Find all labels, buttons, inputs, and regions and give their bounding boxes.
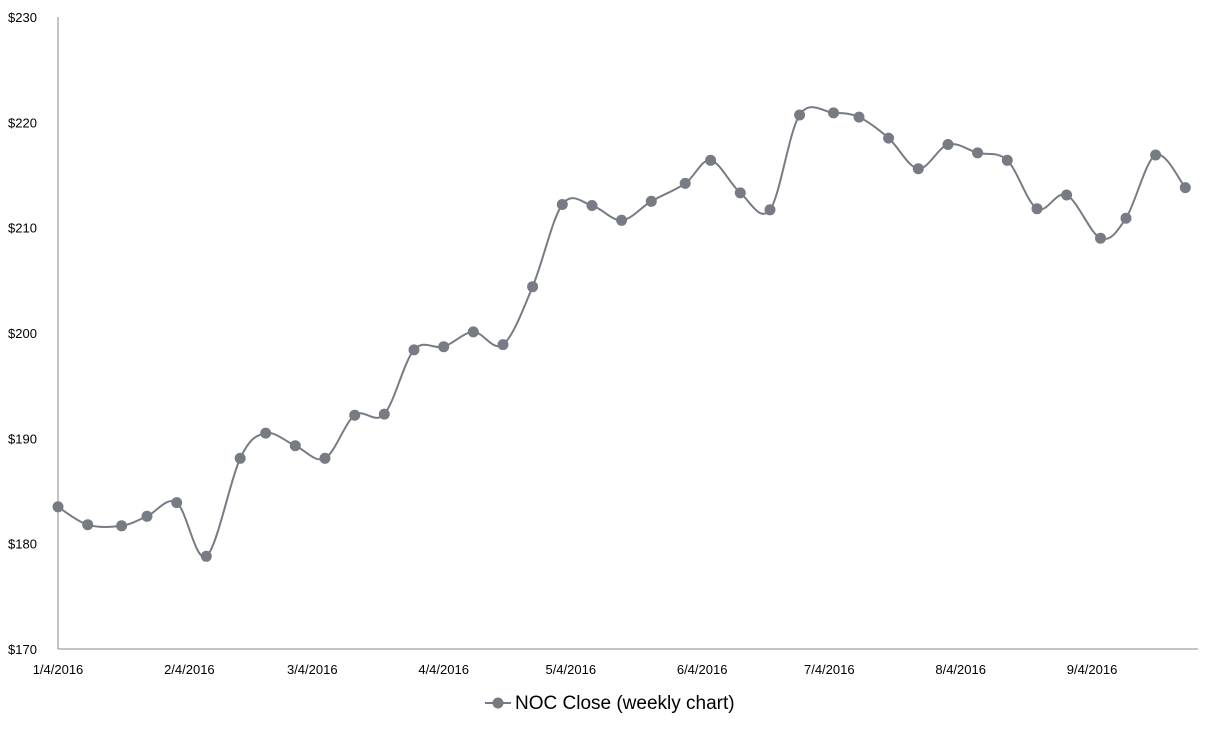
y-tick-label: $210 (8, 221, 37, 236)
legend-marker (492, 697, 504, 709)
y-tick-label: $190 (8, 431, 37, 446)
data-point (141, 510, 153, 522)
data-point (828, 107, 839, 119)
data-point (1150, 149, 1162, 161)
data-point (942, 139, 954, 150)
data-point (260, 427, 272, 439)
data-point (438, 341, 450, 353)
data-point (616, 214, 628, 226)
x-tick-label: 4/4/2016 (418, 662, 469, 677)
data-point (527, 281, 539, 293)
y-tick-labels: $170 $180 $190 $200 $210 $220 $230 (8, 10, 37, 657)
y-tick-label: $180 (8, 537, 37, 552)
data-point (82, 519, 94, 531)
data-point (586, 200, 598, 211)
series-line (57, 106, 1187, 558)
data-point (794, 109, 806, 121)
data-point (853, 111, 865, 123)
y-tick-label: $200 (8, 326, 37, 341)
axes (57, 17, 1198, 650)
data-point (556, 199, 568, 210)
legend-label: NOC Close (weekly chart) (515, 693, 735, 714)
data-point (200, 550, 212, 562)
data-point (972, 147, 984, 159)
data-point (116, 520, 128, 532)
x-tick-label: 1/4/2016 (33, 662, 84, 677)
data-point (171, 497, 183, 509)
data-point (1120, 212, 1132, 224)
data-point (289, 440, 301, 452)
data-point (912, 163, 924, 175)
data-point (764, 204, 776, 216)
data-point (319, 452, 331, 464)
x-tick-label: 5/4/2016 (545, 662, 596, 677)
x-tick-label: 8/4/2016 (935, 662, 986, 677)
x-tick-label: 9/4/2016 (1067, 662, 1118, 677)
data-point (408, 344, 420, 356)
data-point (1095, 232, 1106, 244)
data-point (1031, 203, 1043, 215)
data-point (679, 177, 691, 189)
data-point (52, 501, 64, 513)
data-point (705, 154, 717, 166)
data-point (378, 408, 390, 420)
data-point (734, 187, 746, 199)
x-tick-label: 7/4/2016 (804, 662, 855, 677)
data-point (883, 132, 895, 144)
legend: NOC Close (weekly chart) (485, 693, 735, 714)
y-tick-label: $170 (8, 642, 37, 657)
data-point (1001, 154, 1013, 166)
data-point (1179, 182, 1191, 194)
series-layer (52, 106, 1191, 562)
data-point (349, 409, 361, 421)
y-tick-label: $220 (8, 115, 37, 130)
data-point (497, 339, 509, 351)
x-tick-label: 3/4/2016 (287, 662, 338, 677)
x-tick-label: 2/4/2016 (164, 662, 215, 677)
x-tick-label: 6/4/2016 (677, 662, 728, 677)
y-tick-label: $230 (8, 10, 37, 25)
data-point (467, 326, 479, 338)
data-point (1061, 189, 1073, 201)
data-point (645, 195, 657, 207)
data-point (234, 452, 246, 464)
x-tick-labels: 1/4/2016 2/4/2016 3/4/2016 4/4/2016 5/4/2016… (33, 662, 1118, 677)
